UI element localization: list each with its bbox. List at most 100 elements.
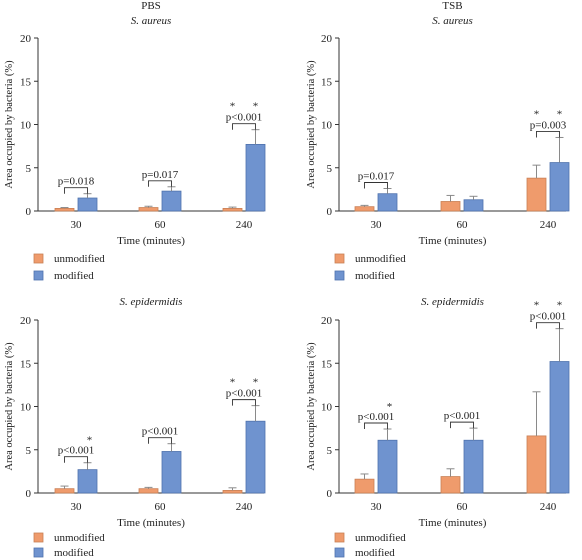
p-value-label: p<0.001	[226, 112, 262, 124]
y-tick-label: 5	[26, 163, 32, 175]
chart-subtitle: S. aureus	[131, 15, 172, 27]
significance-bracket	[536, 322, 560, 329]
legend-swatch-unmodified	[334, 253, 345, 264]
y-axis-label: Area occupied by bacteria (%)	[306, 60, 317, 189]
chart-title: PBS	[141, 0, 161, 12]
y-tick-label: 10	[20, 120, 32, 132]
y-axis-label: Area occupied by bacteria (%)	[4, 342, 15, 471]
p-value-label: p=0.018	[58, 176, 95, 188]
chart-panel-4: S. epidermidis 0 5 10 15 20 Area occupied by b…	[306, 296, 570, 559]
x-axis-label: Time (minutes)	[419, 235, 487, 247]
y-tick-label: 10	[321, 120, 333, 132]
significance-star: *	[87, 435, 93, 447]
legend-swatch-modified	[334, 270, 345, 281]
x-tick-label: 240	[540, 219, 557, 231]
bar-modified-60	[463, 439, 484, 494]
significance-star: *	[230, 101, 236, 113]
legend-label-modified: modified	[54, 270, 94, 282]
legend-swatch-modified	[334, 547, 345, 558]
bar-modified-240	[245, 143, 266, 212]
p-value-label: p<0.001	[530, 311, 566, 323]
bar-unmodified-30	[54, 208, 75, 212]
legend-label-unmodified: unmodified	[54, 253, 105, 265]
y-tick-label: 0	[26, 206, 32, 218]
y-tick-label: 0	[327, 206, 333, 218]
p-value-label: p=0.003	[530, 119, 567, 131]
p-value-label: p=0.017	[358, 171, 395, 183]
x-tick-label: 240	[540, 501, 557, 513]
legend-swatch-modified	[33, 270, 44, 281]
bar-unmodified-240	[222, 490, 243, 494]
bar-unmodified-60	[138, 488, 159, 494]
bar-modified-60	[161, 451, 182, 494]
significance-bracket	[64, 456, 88, 463]
y-tick-label: 15	[20, 358, 32, 370]
y-tick-label: 20	[321, 33, 333, 45]
significance-bracket	[450, 421, 474, 429]
chart-subtitle: S. epidermidis	[120, 296, 183, 308]
bar-modified-240	[245, 420, 266, 494]
y-tick-label: 0	[26, 488, 32, 500]
chart-panel-1: PBS S. aureus 0 5 10 15 20 Area occupied by bac…	[4, 0, 266, 282]
bar-unmodified-30	[54, 488, 75, 494]
p-value-label: p<0.001	[226, 388, 262, 400]
significance-star: *	[534, 108, 540, 120]
bar-unmodified-60	[440, 476, 461, 494]
legend-swatch-unmodified	[334, 532, 345, 543]
y-tick-label: 15	[321, 358, 333, 370]
y-tick-label: 5	[26, 445, 32, 457]
significance-bracket	[232, 123, 256, 130]
bar-modified-30	[77, 197, 98, 212]
bar-modified-30	[77, 469, 98, 494]
significance-bracket	[364, 182, 388, 189]
legend-label-unmodified: unmodified	[54, 532, 105, 544]
y-tick-label: 5	[327, 445, 333, 457]
y-tick-label: 15	[321, 76, 333, 88]
bar-modified-240	[549, 361, 570, 494]
legend-swatch-unmodified	[33, 532, 44, 543]
p-value-label: p<0.001	[444, 410, 480, 422]
significance-bracket	[364, 422, 388, 429]
legend-label-unmodified: unmodified	[355, 532, 406, 544]
x-tick-label: 60	[155, 219, 167, 231]
bar-unmodified-60	[138, 207, 159, 212]
bar-modified-60	[463, 199, 484, 212]
x-tick-label: 240	[236, 501, 253, 513]
y-tick-label: 20	[321, 315, 333, 327]
y-axis-label: Area occupied by bacteria (%)	[306, 342, 317, 471]
bar-unmodified-240	[526, 435, 547, 494]
y-tick-label: 20	[20, 33, 32, 45]
x-tick-label: 30	[71, 219, 83, 231]
y-tick-label: 10	[20, 402, 32, 414]
significance-star: *	[253, 377, 259, 389]
chart-subtitle: S. epidermidis	[421, 296, 484, 308]
bar-modified-30	[377, 439, 398, 494]
x-axis-label: Time (minutes)	[117, 235, 185, 247]
y-tick-label: 5	[327, 163, 333, 175]
chart-subtitle: S. aureus	[432, 15, 473, 27]
x-tick-label: 60	[457, 219, 469, 231]
significance-star: *	[253, 101, 259, 113]
y-axis-label: Area occupied by bacteria (%)	[4, 60, 15, 189]
significance-bracket	[232, 399, 256, 406]
p-value-label: p<0.001	[142, 426, 178, 438]
x-axis-label: Time (minutes)	[117, 517, 185, 529]
bar-unmodified-30	[354, 206, 375, 212]
x-tick-label: 30	[371, 501, 383, 513]
x-tick-label: 60	[155, 501, 167, 513]
significance-star: *	[557, 108, 563, 120]
y-tick-label: 15	[20, 76, 32, 88]
chart-panel-3: S. epidermidis 0 5 10 15 20 Area occupied by b…	[4, 296, 266, 559]
significance-bracket	[64, 187, 88, 194]
bar-modified-30	[377, 193, 398, 212]
bar-unmodified-30	[354, 478, 375, 494]
y-tick-label: 0	[327, 488, 333, 500]
x-tick-label: 60	[457, 501, 469, 513]
bar-unmodified-60	[440, 201, 461, 212]
bar-modified-240	[549, 162, 570, 212]
legend-label-unmodified: unmodified	[355, 253, 406, 265]
p-value-label: p<0.001	[358, 411, 394, 423]
significance-bracket	[148, 180, 172, 187]
significance-bracket	[536, 131, 560, 138]
